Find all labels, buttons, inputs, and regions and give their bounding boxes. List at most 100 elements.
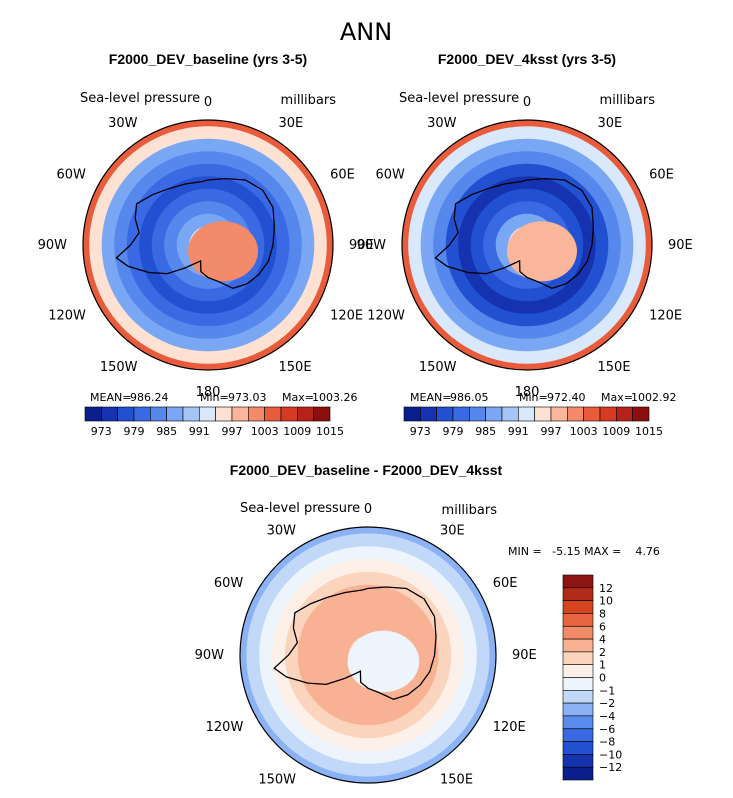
stats-line: MEAN= 986.05 Min= 972.40 Max= 1002.92: [410, 391, 677, 404]
lon-label: 90E: [668, 238, 693, 253]
figure-title: ANN: [340, 18, 392, 46]
colorbar-tick-label: −4: [599, 710, 615, 723]
colorbar-swatch: [562, 715, 594, 730]
max-label: Max=: [282, 391, 314, 404]
colorbar-swatch: [550, 406, 568, 422]
panel-baseline: F2000_DEV_baseline (yrs 3-5) Sea-level p…: [38, 51, 374, 438]
colorbar-swatch: [215, 406, 233, 422]
lon-label: 180: [515, 385, 540, 400]
lon-label: 30W: [108, 116, 138, 131]
variable-label: Sea-level pressure: [240, 501, 360, 516]
lon-label: 90W: [38, 238, 68, 253]
map-field: [402, 120, 652, 370]
panel-difference: F2000_DEV_baseline - F2000_DEV_4ksst Sea…: [195, 462, 660, 788]
colorbar-swatch: [133, 406, 151, 422]
colorbar-swatch: [562, 677, 594, 691]
variable-label: Sea-level pressure: [80, 91, 200, 106]
lon-label: 120W: [206, 720, 244, 735]
center-feature: [188, 221, 258, 282]
min-max-text: MIN = -5.15 MAX = 4.76: [508, 545, 660, 558]
longitude-labels: 0 30E 60E 90E 120E 150E 180 150W 120W 90W 60W 30W: [357, 95, 693, 400]
colorbar-tick-label: 1009: [602, 425, 630, 438]
panel-title: F2000_DEV_baseline (yrs 3-5): [109, 51, 307, 67]
colorbar-swatch: [452, 406, 470, 422]
lon-label: 150W: [100, 360, 138, 375]
colorbar-swatch: [248, 406, 265, 422]
antarctica-coastline: [115, 177, 276, 289]
colorbar-swatch: [231, 406, 249, 422]
lon-label: 30E: [440, 523, 465, 538]
mean-label: MEAN=: [410, 391, 451, 404]
lon-label: 90W: [357, 238, 387, 253]
units-label: millibars: [600, 93, 656, 108]
colorbar-tick-label: 1003: [570, 425, 598, 438]
mean-label: MEAN=: [90, 391, 131, 404]
colorbar-swatch: [485, 406, 503, 422]
colorbar-tick-label: −6: [599, 723, 615, 736]
colorbar-swatch: [166, 406, 184, 422]
units-label: millibars: [281, 93, 337, 108]
map-field: [83, 120, 333, 370]
lon-label: 30E: [279, 116, 304, 131]
colorbar-tick-label: 985: [156, 425, 177, 438]
lon-label: 0: [204, 95, 212, 110]
colorbar-tick-label: −2: [599, 697, 615, 710]
pressure-features: [188, 221, 258, 282]
pressure-features: [507, 221, 577, 282]
min-label: Min=: [519, 391, 548, 404]
colorbar-swatch: [562, 664, 594, 678]
max-label: Max=: [601, 391, 633, 404]
colorbar-tick-label: 973: [410, 425, 431, 438]
min-value: 973.03: [228, 391, 267, 404]
max-value: 1002.92: [631, 391, 677, 404]
variable-label: Sea-level pressure: [399, 91, 519, 106]
colorbar-tick-label: 1003: [251, 425, 279, 438]
colorbar-swatch: [562, 613, 594, 627]
stats-line: MEAN= 986.24 Min= 973.03 Max= 1003.26: [90, 391, 358, 404]
panel-title: F2000_DEV_baseline - F2000_DEV_4ksst: [230, 462, 503, 478]
units-label: millibars: [442, 503, 498, 518]
colorbar-swatch: [534, 406, 552, 422]
colorbar-tick-label: 4: [599, 633, 606, 646]
antarctica-coastline: [434, 177, 595, 289]
mean-value: 986.24: [130, 391, 169, 404]
lon-label: 60E: [649, 168, 674, 183]
lon-label: 60W: [214, 576, 244, 591]
colorbar-swatch: [264, 406, 282, 422]
colorbar-tick-label: −10: [599, 748, 622, 761]
min-label: Min=: [200, 391, 229, 404]
map-field: [240, 527, 496, 783]
longitude-labels: 0 30E 60E 90E 120E 150E 180 150W 120W 90W 60W 30W: [38, 95, 374, 400]
mean-value: 986.05: [450, 391, 489, 404]
lon-label: 0: [523, 95, 531, 110]
colorbar-tick-label: 12: [599, 582, 613, 595]
colorbar-tick-label: −1: [599, 684, 615, 697]
colorbar-swatch: [599, 406, 617, 422]
lon-label: 120E: [649, 309, 682, 324]
colorbar-tick-label: 6: [599, 620, 606, 633]
colorbar-tick-label: 985: [475, 425, 496, 438]
colorbar-swatch: [562, 702, 594, 717]
lon-label: 150E: [440, 773, 473, 788]
colorbar-tick-label: 1: [599, 659, 606, 672]
colorbar-swatch: [517, 406, 535, 422]
colorbar-tick-label: 0: [599, 672, 606, 685]
lon-label: 60E: [330, 168, 355, 183]
colorbar-tick-label: 8: [599, 607, 606, 620]
colorbar: 973 979 985 991 997 1003 1009 1015: [403, 406, 663, 438]
center-feature: [347, 630, 420, 693]
map-boundary: [82, 119, 334, 371]
colorbar-tick-label: 991: [508, 425, 529, 438]
colorbar-swatch: [615, 406, 633, 422]
panel-title: F2000_DEV_4ksst (yrs 3-5): [438, 51, 616, 67]
lon-label: 30W: [427, 116, 457, 131]
lon-label: 150E: [279, 360, 312, 375]
lon-label: 30E: [598, 116, 623, 131]
colorbar-tick-label: 1009: [283, 425, 311, 438]
colorbar-swatch: [562, 600, 594, 614]
colorbar-swatch: [84, 406, 102, 422]
lon-label: 150W: [258, 773, 296, 788]
colorbar-tick-label: 10: [599, 595, 613, 608]
colorbar-swatch: [562, 728, 594, 742]
